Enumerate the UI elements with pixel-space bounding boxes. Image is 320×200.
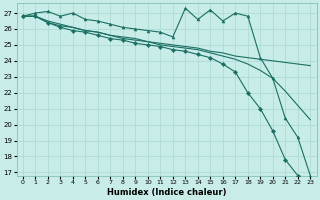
X-axis label: Humidex (Indice chaleur): Humidex (Indice chaleur) (107, 188, 226, 197)
